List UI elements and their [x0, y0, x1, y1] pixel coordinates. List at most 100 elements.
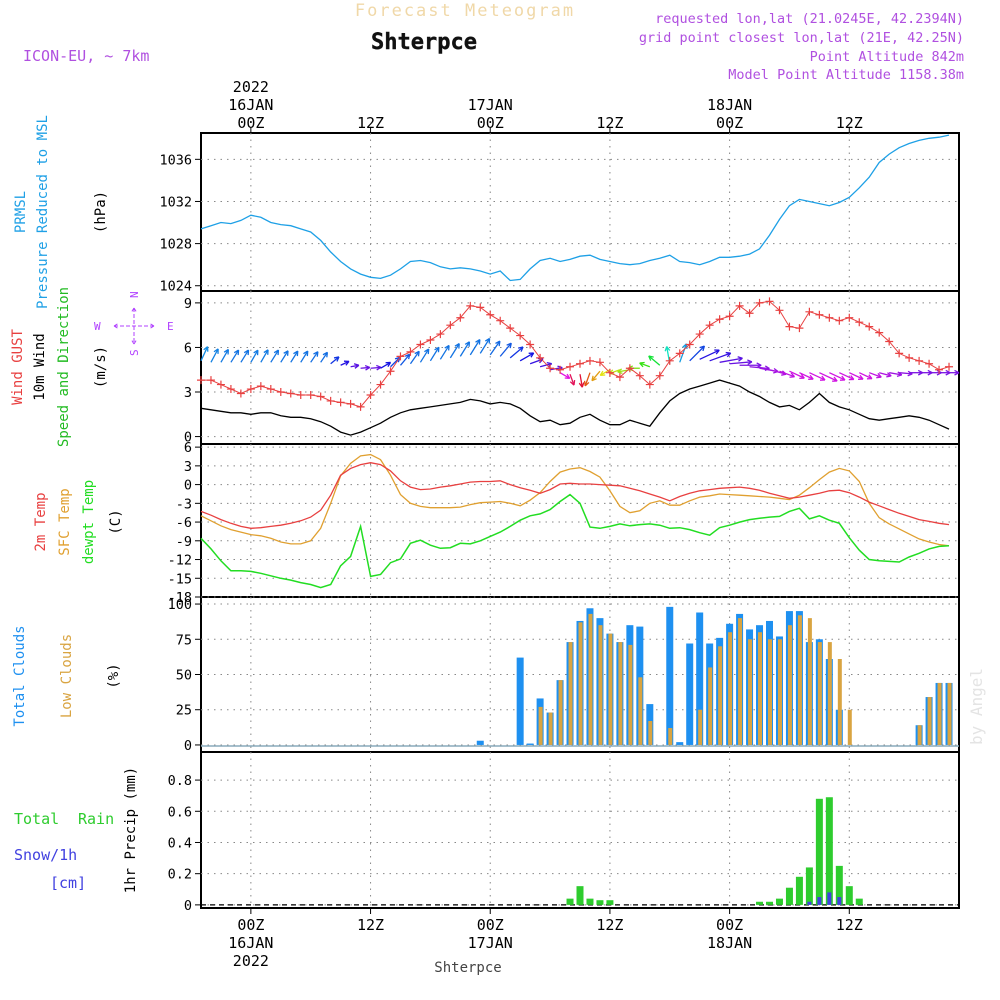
gust-marker: [655, 371, 664, 380]
wind-arrow: [809, 372, 826, 381]
wind-arrow-head: [714, 349, 720, 355]
wind-arrow-head: [725, 351, 732, 358]
gust-marker: [226, 385, 235, 394]
wind-arrow: [449, 343, 460, 359]
gust-marker: [296, 390, 305, 399]
wind-arrow-head: [799, 373, 805, 379]
wind-arrow: [799, 372, 814, 380]
time-label-bottom: 17JAN: [468, 934, 513, 952]
time-label-top: 12Z: [357, 114, 384, 132]
sfc-temp-line: [200, 453, 950, 547]
gust-marker: [835, 316, 844, 325]
y-tick-label: 6: [184, 340, 192, 356]
time-label-bottom: 16JAN: [228, 934, 273, 952]
gust-marker: [256, 382, 265, 391]
rain-bar: [576, 886, 584, 905]
wind-arrow-head: [639, 361, 645, 368]
rain-bar: [855, 898, 863, 905]
rain-bar: [785, 887, 793, 905]
y-tick-label: 0.8: [168, 773, 192, 789]
wind-arrow: [591, 370, 601, 382]
gust-marker: [286, 389, 295, 398]
gust-marker: [895, 349, 904, 358]
gust-marker: [945, 362, 954, 371]
gust-marker: [675, 349, 684, 358]
gust-marker: [306, 390, 315, 399]
dewpoint-label: dewpt Temp: [81, 480, 97, 564]
total-cloud-bar: [526, 743, 534, 745]
gust-marker: [785, 322, 794, 331]
total-cloud-bar: [476, 740, 484, 745]
low-cloud-bar: [847, 709, 852, 745]
low-cloud-bar: [728, 632, 733, 745]
wind-arrow-head: [273, 349, 280, 356]
y-tick-label: 1036: [159, 152, 192, 168]
wind-arrow: [270, 349, 279, 363]
low-cloud-bar: [758, 632, 763, 745]
wind-arrow-head: [569, 380, 576, 386]
compass-rose: [113, 307, 155, 345]
legend-cm: [cm]: [50, 874, 86, 892]
time-label-top: 2022: [233, 78, 269, 96]
temp-unit: (C): [108, 509, 124, 534]
y-tick-label: -6: [176, 515, 192, 531]
gust-marker: [266, 385, 275, 394]
wind-arrow: [340, 360, 350, 366]
low-cloud-bar: [837, 659, 842, 745]
gust-marker: [516, 331, 525, 340]
wind-arrow: [539, 363, 552, 368]
gust-marker: [775, 306, 784, 315]
gust-marker: [197, 376, 205, 385]
gust-marker: [915, 356, 924, 365]
wind-arrow: [409, 350, 420, 365]
wind-arrow: [769, 369, 787, 375]
y-tick-label: 0: [184, 738, 192, 754]
wind-arrow: [290, 350, 299, 363]
wind-arrow: [489, 340, 501, 356]
time-label-top: 00Z: [237, 114, 264, 132]
gust-marker: [845, 313, 854, 322]
compass-e: E: [167, 320, 174, 333]
wind-arrow: [729, 361, 752, 365]
gust-marker: [326, 396, 335, 405]
low-cloud-bar: [588, 613, 593, 745]
gust-line: [201, 300, 950, 408]
wind-arrow-head: [819, 375, 826, 381]
total-cloud-bar: [686, 643, 694, 745]
gust-marker: [725, 312, 734, 321]
wind-speed-line: [200, 379, 950, 436]
wind-arrow-head: [866, 374, 873, 380]
wind-arrow-head: [454, 343, 460, 349]
gust-marker: [905, 353, 914, 362]
snow-bar: [837, 897, 842, 905]
wind-arrow: [320, 351, 328, 363]
wind-arrow: [709, 352, 731, 362]
gust-marker: [566, 362, 575, 371]
gust-marker: [865, 322, 874, 331]
y-tick-label: 0: [184, 898, 192, 914]
wind-arrow: [330, 356, 340, 365]
gust-marker: [765, 297, 774, 306]
wind-arrow-head: [848, 375, 855, 381]
dewpoint-line: [200, 493, 950, 589]
wind-arrow-head: [253, 349, 259, 356]
legend-rain: Rain: [78, 810, 114, 828]
gust-marker: [635, 371, 644, 380]
wind-arrow: [210, 348, 219, 363]
wind-arrow: [260, 349, 269, 363]
wind-arrow-head: [664, 346, 671, 352]
wind-arrow: [889, 372, 902, 376]
gust-marker: [576, 359, 584, 368]
gust-marker: [426, 336, 435, 345]
y-tick-label: 9: [184, 296, 192, 312]
wind-arrow: [220, 349, 229, 363]
wind-arrow: [648, 355, 661, 366]
wind-arrow: [689, 345, 705, 362]
low-cloud-bar: [618, 642, 623, 745]
gust-marker: [276, 388, 285, 397]
credit-watermark: by Angel: [967, 668, 986, 745]
wind-arrow: [779, 370, 795, 378]
wind-arrow-head: [518, 346, 524, 352]
y-tick-label: 1024: [159, 279, 192, 295]
